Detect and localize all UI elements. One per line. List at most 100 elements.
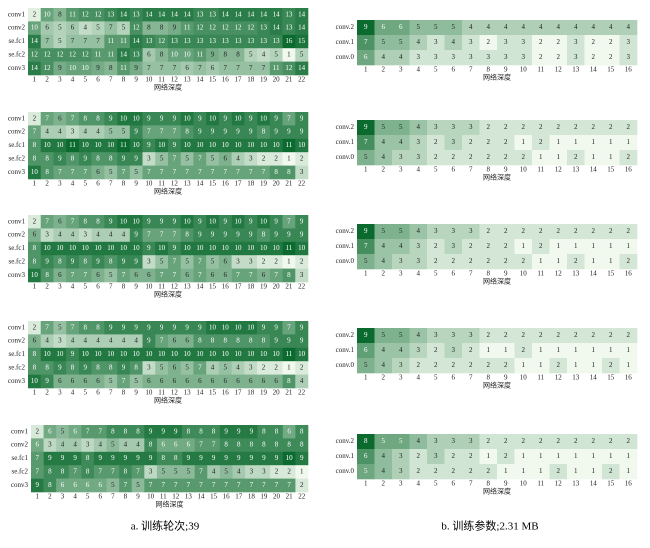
cell: [155, 152, 169, 166]
cell-label: 2: [522, 346, 526, 354]
cell: [104, 8, 118, 22]
cell: [497, 224, 515, 240]
cell: [567, 464, 585, 480]
cell-label: 2: [434, 242, 438, 250]
cell: [219, 451, 233, 466]
cell-label: 1: [287, 258, 291, 266]
cell-label: 3: [452, 242, 456, 250]
cell-label: 3: [417, 346, 421, 354]
cell-label: 9: [300, 454, 304, 462]
x-tick-label: 17: [235, 180, 243, 188]
cell-label: 7: [199, 468, 203, 476]
cell: [231, 241, 245, 256]
cell-label: 4: [45, 128, 49, 136]
cell-label: 9: [300, 114, 304, 122]
cell-label: 10: [120, 217, 128, 225]
cell-label: 4: [73, 441, 77, 449]
cell: [218, 152, 232, 166]
cell-label: 13: [133, 10, 141, 18]
cell-label: 12: [31, 51, 39, 59]
cell: [119, 438, 133, 453]
cell: [168, 125, 182, 140]
row-label: conv.0: [336, 257, 355, 265]
cell: [142, 255, 156, 269]
cell-label: 8: [33, 364, 37, 372]
cell: [409, 20, 428, 36]
x-tick-label: 21: [285, 180, 293, 188]
cell-label: 5: [224, 468, 228, 476]
cell: [104, 241, 118, 256]
cell-label: 13: [285, 10, 293, 18]
cell-label: 8: [48, 468, 52, 476]
cell: [142, 34, 156, 49]
cell-label: 8: [109, 155, 113, 163]
cell: [269, 347, 283, 362]
cell: [549, 343, 568, 359]
cell: [409, 328, 428, 344]
cell: [357, 20, 375, 36]
cell-label: 2: [300, 364, 304, 372]
cell: [232, 438, 246, 453]
cell: [106, 438, 120, 453]
cell-label: 7: [198, 64, 202, 72]
cell: [91, 61, 105, 76]
x-tick-label: 13: [572, 166, 580, 174]
cell-label: 4: [382, 242, 386, 250]
cell-label: 5: [452, 23, 456, 31]
cell-label: 9: [149, 427, 153, 435]
cell: [193, 125, 207, 140]
cell-label: 2: [487, 361, 491, 369]
x-tick-label: 9: [134, 389, 138, 397]
x-tick-label: 15: [607, 166, 615, 174]
cell: [78, 215, 92, 229]
cell: [602, 20, 620, 36]
cell-label: 2: [592, 437, 596, 445]
cell-label: 10: [31, 24, 39, 32]
cell-label: 8: [96, 114, 100, 122]
cell: [444, 150, 463, 166]
cell-label: 3: [417, 138, 421, 146]
x-tick-label: 11: [158, 389, 165, 397]
cell: [66, 241, 80, 256]
x-tick-label: 17: [235, 76, 243, 84]
cell: [497, 434, 515, 450]
cell-label: 2: [574, 331, 578, 339]
cell-label: 1: [557, 346, 561, 354]
cell: [392, 464, 410, 480]
cell-label: 3: [522, 53, 526, 61]
x-tick-label: 14: [196, 180, 204, 188]
cell: [245, 451, 258, 466]
cell-label: 7: [364, 38, 368, 46]
cell: [532, 20, 550, 36]
cell: [619, 328, 638, 344]
cell-label: 9: [249, 231, 253, 239]
cell: [257, 125, 271, 140]
cell-label: 2: [557, 53, 561, 61]
cell: [117, 8, 131, 22]
cell: [129, 61, 143, 76]
cell-label: 4: [300, 377, 304, 385]
cell: [514, 328, 533, 344]
cell-label: 2: [504, 227, 508, 235]
cell-label: 9: [275, 454, 279, 462]
cell: [532, 254, 550, 270]
cell: [28, 165, 42, 180]
cell: [231, 152, 245, 166]
cell-label: 1: [539, 153, 543, 161]
cell-label: 3: [434, 38, 438, 46]
cell: [142, 228, 156, 243]
cell-label: 6: [147, 377, 151, 385]
row-label: conv1: [8, 10, 26, 18]
cell-label: 3: [250, 468, 254, 476]
cell-label: 6: [160, 377, 164, 385]
cell-label: 2: [469, 153, 473, 161]
cell: [40, 48, 54, 62]
x-tick-label: 7: [469, 166, 473, 174]
row-label: se.fc2: [8, 155, 25, 163]
cell-label: 9: [224, 454, 228, 462]
cell-label: 8: [71, 364, 75, 372]
cell-label: 2: [522, 123, 526, 131]
cell-label: 11: [286, 350, 293, 358]
cell-label: 10: [107, 244, 115, 252]
